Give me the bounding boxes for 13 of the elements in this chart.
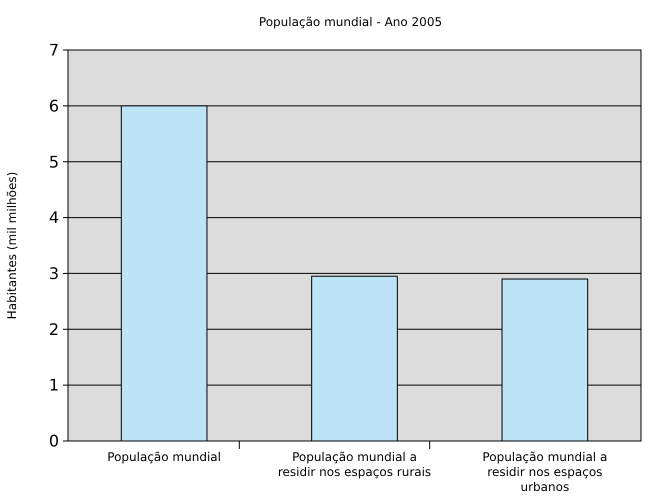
x-tick-label: População mundial a residir nos espaços rurais — [278, 450, 432, 479]
y-tick-label: 7 — [48, 40, 59, 60]
y-tick-label: 3 — [48, 264, 59, 284]
y-tick-label: 2 — [48, 320, 59, 339]
y-tick-label: 5 — [48, 152, 59, 172]
chart-title: População mundial - Ano 2005 — [258, 15, 442, 29]
y-tick-label: 4 — [48, 208, 59, 228]
y-axis-title: Habitantes (mil milhões) — [5, 172, 19, 320]
y-tick-label: 6 — [48, 96, 59, 116]
y-tick-label: 1 — [48, 376, 59, 395]
y-tick-label: 0 — [48, 432, 59, 451]
x-tick-label: População mundial — [107, 450, 221, 464]
x-tick-label: População mundial a residir nos espaços urbanos — [482, 450, 608, 494]
